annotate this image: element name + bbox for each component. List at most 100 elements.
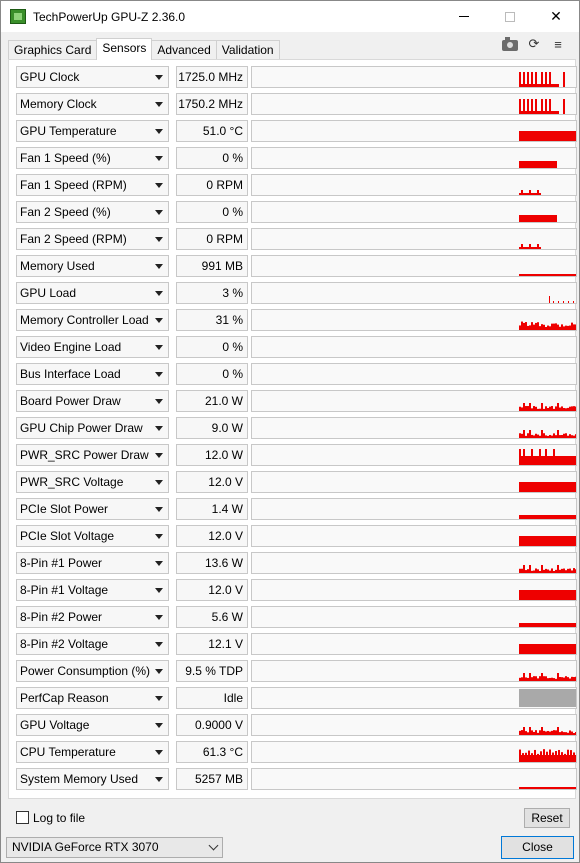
graph-bar: [559, 732, 561, 735]
sensor-graph[interactable]: [251, 228, 577, 250]
sensor-graph[interactable]: [251, 525, 577, 547]
sensor-graph[interactable]: [251, 255, 577, 277]
sensor-value: 9.0 W: [176, 417, 248, 439]
graph-bar: [561, 677, 563, 681]
sensor-name-dropdown[interactable]: PCIe Slot Power: [16, 498, 169, 520]
sensor-graph[interactable]: [251, 174, 577, 196]
sensor-graph[interactable]: [251, 417, 577, 439]
minimize-button[interactable]: [441, 1, 487, 32]
graph-bar: [523, 565, 525, 573]
sensor-graph[interactable]: [251, 633, 577, 655]
tab-graphics-card[interactable]: Graphics Card: [8, 40, 98, 60]
sensor-name-dropdown[interactable]: 8-Pin #1 Voltage: [16, 579, 169, 601]
graph-bar: [553, 323, 555, 330]
sensor-name-dropdown[interactable]: Fan 1 Speed (RPM): [16, 174, 169, 196]
graph-bar: [545, 435, 547, 438]
sensor-graph[interactable]: [251, 741, 577, 763]
graph-bar: [529, 403, 531, 411]
sensor-graph[interactable]: [251, 147, 577, 169]
sensor-name-label: Memory Used: [20, 259, 95, 273]
sensor-name-dropdown[interactable]: GPU Load: [16, 282, 169, 304]
tab-validation[interactable]: Validation: [215, 40, 280, 60]
sensor-name-dropdown[interactable]: PWR_SRC Power Draw: [16, 444, 169, 466]
sensor-graph[interactable]: [251, 660, 577, 682]
sensor-graph[interactable]: [251, 606, 577, 628]
sensor-graph[interactable]: [251, 444, 577, 466]
maximize-button[interactable]: [487, 1, 533, 32]
graph-bar: [541, 72, 543, 87]
sensor-graph[interactable]: [251, 363, 577, 385]
sensor-graph[interactable]: [251, 579, 577, 601]
graph-bar: [537, 190, 539, 195]
close-button[interactable]: Close: [501, 836, 574, 859]
tab-advanced[interactable]: Advanced: [151, 40, 217, 60]
graph-bar: [557, 430, 559, 438]
menu-button[interactable]: ≡: [549, 36, 567, 52]
sensor-name-label: GPU Load: [20, 286, 77, 300]
tab-sensors[interactable]: Sensors: [96, 38, 153, 60]
graph-bar: [529, 430, 531, 438]
screenshot-button[interactable]: [501, 36, 519, 52]
graph-bar: [529, 325, 531, 330]
sensor-name-dropdown[interactable]: Board Power Draw: [16, 390, 169, 412]
sensor-graph[interactable]: [251, 498, 577, 520]
sensor-graph[interactable]: [251, 768, 577, 790]
sensor-name-dropdown[interactable]: PCIe Slot Voltage: [16, 525, 169, 547]
window-close-button[interactable]: ✕: [533, 1, 579, 32]
log-to-file-checkbox[interactable]: [16, 811, 29, 824]
sensor-name-dropdown[interactable]: Fan 2 Speed (%): [16, 201, 169, 223]
sensor-value: Idle: [176, 687, 248, 709]
sensor-graph-plot: [519, 623, 576, 627]
sensor-name-dropdown[interactable]: Fan 2 Speed (RPM): [16, 228, 169, 250]
graph-bar: [533, 324, 535, 330]
sensor-graph[interactable]: [251, 390, 577, 412]
graph-bar: [573, 752, 575, 761]
menu-icon: ≡: [554, 36, 562, 52]
sensor-graph-plot: [519, 787, 576, 789]
sensor-graph[interactable]: [251, 282, 577, 304]
sensor-name-dropdown[interactable]: Bus Interface Load: [16, 363, 169, 385]
sensor-name-dropdown[interactable]: System Memory Used: [16, 768, 169, 790]
graph-bar: [525, 406, 527, 411]
sensor-name-dropdown[interactable]: Memory Clock: [16, 93, 169, 115]
dropdown-arrow-icon: [155, 534, 163, 539]
sensor-name-dropdown[interactable]: Power Consumption (%): [16, 660, 169, 682]
sensor-name-dropdown[interactable]: Memory Controller Load: [16, 309, 169, 331]
sensor-value: 0 RPM: [176, 174, 248, 196]
sensor-name-dropdown[interactable]: Memory Used: [16, 255, 169, 277]
sensor-graph[interactable]: [251, 687, 577, 709]
sensor-graph-plot: [519, 749, 576, 762]
sensor-graph[interactable]: [251, 309, 577, 331]
sensor-graph[interactable]: [251, 552, 577, 574]
sensor-graph[interactable]: [251, 471, 577, 493]
sensor-name-dropdown[interactable]: 8-Pin #2 Voltage: [16, 633, 169, 655]
gpuz-app-icon: [10, 9, 26, 24]
sensor-name-dropdown[interactable]: Video Engine Load: [16, 336, 169, 358]
sensor-name-dropdown[interactable]: 8-Pin #1 Power: [16, 552, 169, 574]
sensor-name-label: Fan 1 Speed (RPM): [20, 178, 127, 192]
graph-bar: [565, 433, 567, 438]
refresh-button[interactable]: ⟳: [525, 36, 543, 52]
graph-bar: [549, 296, 550, 303]
sensor-name-dropdown[interactable]: 8-Pin #2 Power: [16, 606, 169, 628]
sensor-name-dropdown[interactable]: GPU Temperature: [16, 120, 169, 142]
graph-bar: [519, 111, 559, 114]
sensor-graph[interactable]: [251, 201, 577, 223]
sensor-graph[interactable]: [251, 120, 577, 142]
graph-bar: [519, 689, 576, 707]
graph-bar: [575, 569, 576, 573]
sensor-name-dropdown[interactable]: Fan 1 Speed (%): [16, 147, 169, 169]
sensor-graph[interactable]: [251, 714, 577, 736]
reset-button[interactable]: Reset: [524, 808, 570, 828]
sensor-graph[interactable]: [251, 93, 577, 115]
sensor-name-dropdown[interactable]: CPU Temperature: [16, 741, 169, 763]
graph-bar: [575, 406, 576, 411]
sensor-name-dropdown[interactable]: PerfCap Reason: [16, 687, 169, 709]
sensor-name-dropdown[interactable]: GPU Clock: [16, 66, 169, 88]
sensor-name-dropdown[interactable]: GPU Voltage: [16, 714, 169, 736]
gpu-select-dropdown[interactable]: NVIDIA GeForce RTX 3070: [6, 837, 223, 858]
sensor-graph[interactable]: [251, 336, 577, 358]
sensor-name-dropdown[interactable]: PWR_SRC Voltage: [16, 471, 169, 493]
sensor-name-dropdown[interactable]: GPU Chip Power Draw: [16, 417, 169, 439]
sensor-graph[interactable]: [251, 66, 577, 88]
